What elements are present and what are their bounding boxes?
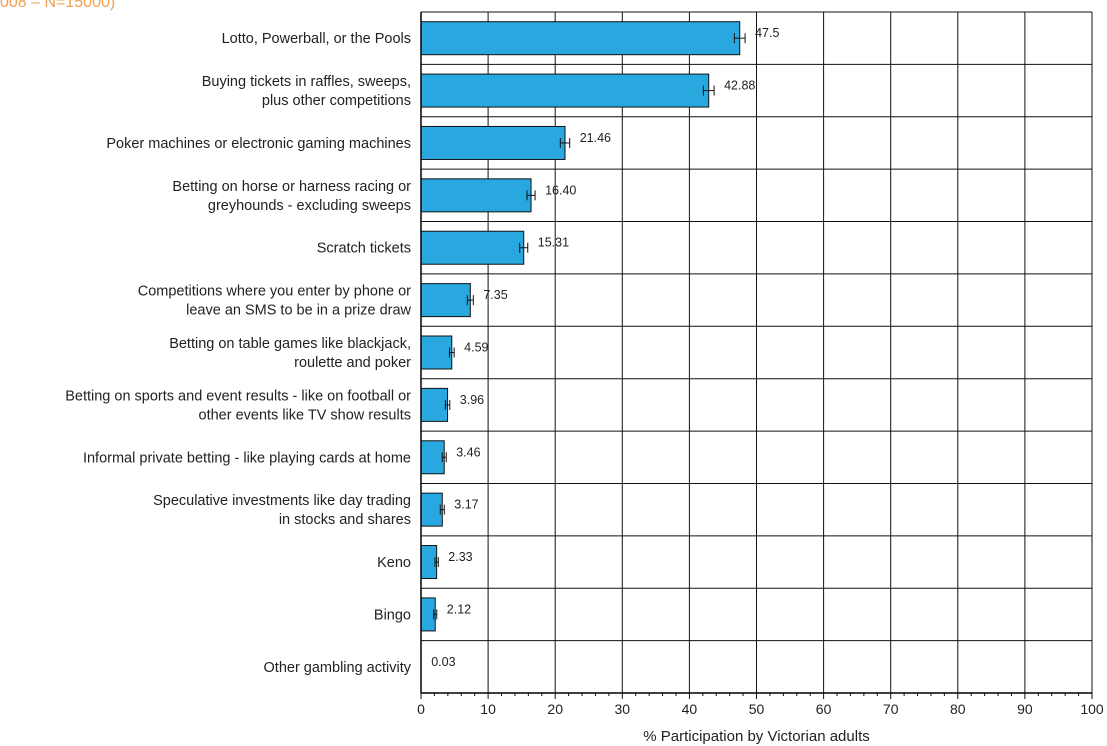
category-label: Betting on horse or harness racing or [172, 179, 411, 195]
bar [420, 597, 436, 632]
category-label: Speculative investments like day trading [153, 493, 411, 509]
category-label: greyhounds - excluding sweeps [208, 198, 411, 214]
value-label: 7.35 [483, 288, 507, 302]
category-label: in stocks and shares [279, 512, 411, 528]
x-tick-label: 40 [682, 701, 698, 717]
x-tick-label: 50 [749, 701, 765, 717]
value-label: 15.31 [538, 236, 569, 250]
value-label: 3.46 [456, 445, 480, 459]
category-label: other events like TV show results [199, 407, 412, 423]
category-label: Keno [377, 555, 411, 571]
x-tick-label: 60 [816, 701, 832, 717]
x-tick-label: 80 [950, 701, 966, 717]
x-tick-label: 30 [615, 701, 631, 717]
category-label: Betting on sports and event results - li… [65, 388, 411, 404]
x-axis-label: % Participation by Victorian adults [643, 728, 870, 745]
category-label: Informal private betting - like playing … [83, 450, 411, 466]
value-label: 2.12 [447, 602, 471, 616]
category-label: plus other competitions [262, 93, 411, 109]
category-label: Scratch tickets [317, 241, 411, 257]
bar [420, 387, 449, 422]
category-label: Other gambling activity [264, 660, 412, 676]
value-label: 21.46 [580, 131, 611, 145]
bar [420, 21, 741, 56]
value-label: 3.17 [454, 498, 478, 512]
x-tick-label: 10 [480, 701, 496, 717]
bar [420, 492, 443, 527]
value-label: 4.59 [464, 341, 488, 355]
bar [420, 545, 438, 580]
category-label: Betting on table games like blackjack, [169, 336, 411, 352]
category-label: Competitions where you enter by phone or [138, 284, 411, 300]
x-tick-label: 100 [1080, 701, 1104, 717]
bar [420, 178, 532, 213]
x-tick-label: 0 [417, 701, 425, 717]
bar [420, 125, 566, 160]
value-label: 42.88 [724, 79, 755, 93]
bar [420, 73, 710, 108]
category-label: leave an SMS to be in a prize draw [186, 303, 411, 319]
value-label: 0.03 [431, 655, 455, 669]
bar [420, 283, 471, 318]
category-label: Lotto, Powerball, or the Pools [222, 31, 411, 47]
value-label: 16.40 [545, 183, 576, 197]
bar [420, 440, 445, 475]
x-tick-label: 70 [883, 701, 899, 717]
category-label: Buying tickets in raffles, sweeps, [202, 74, 411, 90]
category-label: roulette and poker [294, 355, 411, 371]
chart-subtitle: 008 – N=15000) [0, 0, 116, 11]
x-tick-label: 90 [1017, 701, 1033, 717]
value-label: 47.5 [755, 26, 779, 40]
value-label: 2.33 [448, 550, 472, 564]
bar [420, 230, 525, 265]
value-label: 3.96 [460, 393, 484, 407]
x-tick-label: 20 [547, 701, 563, 717]
category-label: Poker machines or electronic gaming mach… [106, 136, 411, 152]
category-label: Bingo [374, 607, 411, 623]
bar [420, 335, 453, 370]
